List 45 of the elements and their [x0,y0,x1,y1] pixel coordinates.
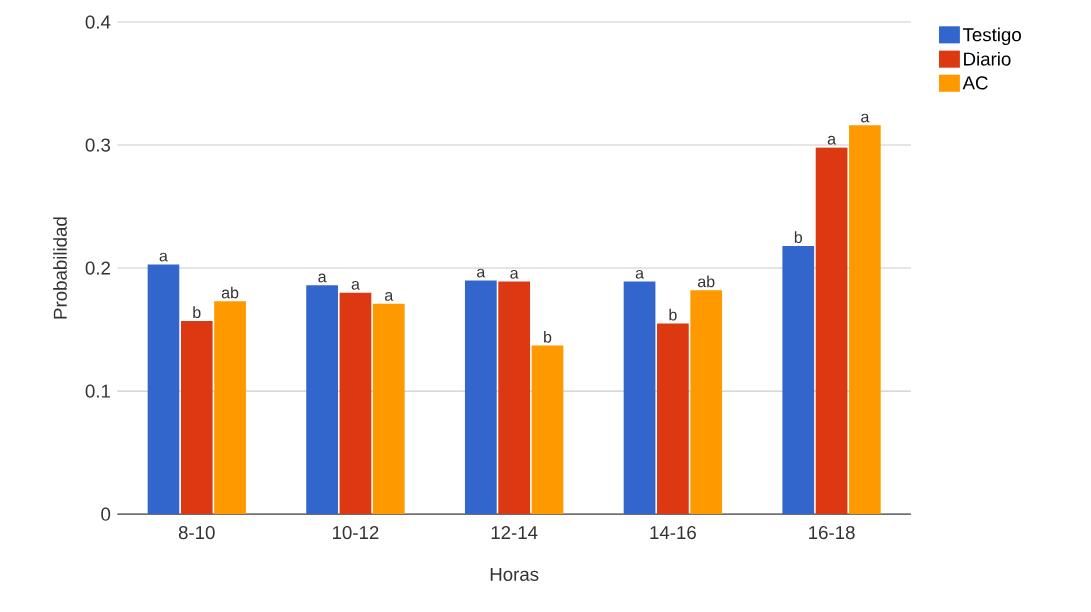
y-tick-label: 0.2 [85,261,110,275]
bar [623,281,656,515]
bar [306,285,338,515]
x-tick-label: 12-14 [491,525,538,539]
data-label: b [544,330,552,343]
bar [372,303,405,515]
data-label: a [351,280,360,290]
y-tick-label: 0.1 [85,384,110,398]
bar [464,280,497,515]
bar [498,281,531,515]
y-tick-label: 0.3 [85,138,111,152]
bar [339,292,372,515]
bar [531,345,564,515]
data-label: a [477,268,486,278]
y-tick-label: 0.4 [85,15,111,29]
legend-label: AC [962,76,988,90]
bar [147,264,180,515]
data-label: a [635,269,644,279]
data-label: ab [697,275,715,288]
data-label: a [510,269,519,279]
data-label: a [385,291,394,301]
legend-label: Diario [964,51,1011,66]
bar [690,290,723,515]
data-label: b [794,231,803,243]
data-label: a [827,135,837,145]
x-tick-label: 10-12 [332,525,379,540]
y-tick-label: 0 [101,507,111,521]
bar [214,301,246,515]
data-label: a [861,113,870,123]
x-axis-title: Horas [490,567,539,581]
y-axis-title: Probabilidad [53,217,67,319]
data-label: b [669,308,677,321]
x-tick-label: 16-18 [809,525,855,540]
bar [180,320,213,515]
data-label: ab [221,286,239,299]
bar [657,323,689,515]
legend-label: Testigo [962,27,1021,45]
bar [849,125,881,515]
bar [782,245,815,515]
data-label: a [318,273,327,283]
data-label: a [159,252,168,262]
bar [815,147,848,515]
x-tick-label: 14-16 [650,525,696,540]
x-tick-label: 8-10 [178,525,215,540]
data-label: b [193,306,201,318]
